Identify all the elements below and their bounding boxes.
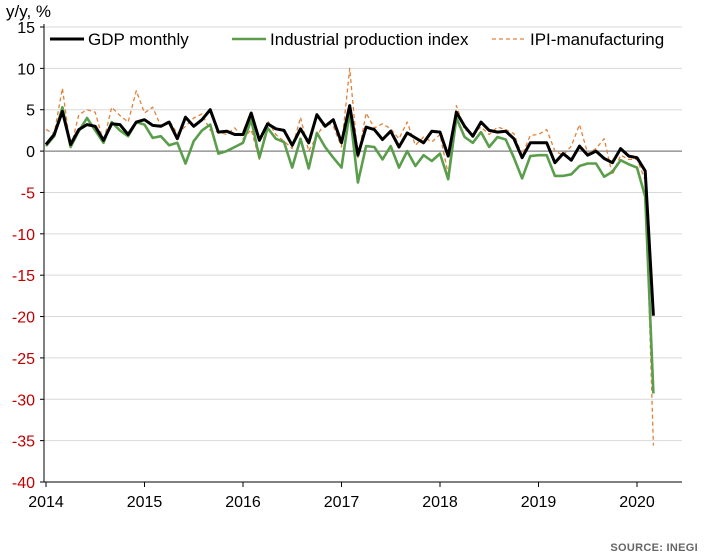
x-tick-label: 2015: [127, 494, 163, 511]
y-tick-label: 15: [17, 20, 35, 37]
y-tick-label: 5: [26, 103, 35, 120]
y-tick-label: -30: [12, 392, 35, 409]
series-line-ipi-mfg: [45, 67, 655, 446]
gridlines: [44, 26, 682, 483]
legend-label-ipi-manufacturing: IPI-manufacturing: [530, 30, 664, 49]
legend: GDP monthly Industrial production index …: [50, 30, 664, 49]
x-tick-label: 2016: [225, 494, 261, 511]
y-tick-label: -20: [12, 310, 35, 327]
y-axis-label: y/y, %: [6, 2, 51, 21]
y-tick-label: -35: [12, 434, 35, 451]
y-tick-label: -5: [21, 185, 35, 202]
y-tick-label: -40: [12, 475, 35, 492]
series-lines: [44, 67, 655, 446]
x-tick-label: 2020: [619, 494, 655, 511]
legend-label-ipi: Industrial production index: [270, 30, 469, 49]
x-tick-label: 2017: [324, 494, 360, 511]
series-line-gdp: [44, 104, 655, 316]
y-tick-label: -15: [12, 268, 35, 285]
series-line-ipi: [44, 105, 655, 394]
y-tick-label: 0: [26, 144, 35, 161]
y-tick-labels: 15 10 5 0 -5 -10 -15 -20 -25 -30 -35 -40: [12, 20, 35, 492]
x-tick-label: 2019: [521, 494, 557, 511]
x-tick-label: 2018: [422, 494, 458, 511]
y-tick-label: -25: [12, 351, 35, 368]
x-tick-labels: 2014 2015 2016 2017 2018 2019 2020: [28, 494, 655, 511]
axes: [40, 24, 682, 487]
source-note: SOURCE: INEGI: [610, 542, 698, 554]
x-tick-label: 2014: [28, 494, 64, 511]
legend-label-gdp: GDP monthly: [88, 30, 189, 49]
y-tick-label: -10: [12, 227, 35, 244]
y-tick-label: 10: [17, 61, 35, 78]
